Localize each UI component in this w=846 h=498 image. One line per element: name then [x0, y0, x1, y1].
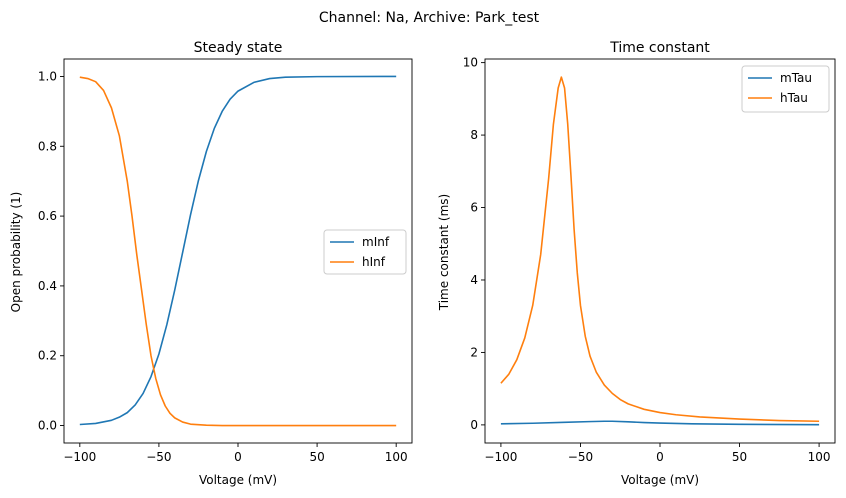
figure-suptitle: Channel: Na, Archive: Park_test	[319, 10, 540, 26]
time-constant-series-mTau	[500, 420, 820, 426]
time-constant-title: Time constant	[609, 40, 710, 56]
time-constant-legend-label-hTau: hTau	[780, 91, 808, 105]
time-constant-series-hTau	[500, 76, 820, 423]
time-constant-ylabel: Time constant (ms)	[437, 194, 451, 311]
steady-state-ytick-label: 0.4	[38, 279, 57, 293]
steady-state-xtick-label: −100	[63, 450, 96, 464]
time-constant-xlabel: Voltage (mV)	[621, 473, 699, 487]
time-constant-ytick-label: 0	[470, 418, 478, 432]
steady-state-plot: Steady state Voltage (mV) Open probabili…	[9, 40, 413, 487]
time-constant-ytick-label: 10	[463, 56, 478, 70]
steady-state-xtick-label: 0	[234, 450, 242, 464]
steady-state-legend-label-mInf: mInf	[362, 235, 390, 249]
steady-state-series-hInf	[79, 76, 397, 427]
steady-state-ytick-label: 0.0	[38, 419, 57, 433]
steady-state-xlabel: Voltage (mV)	[199, 473, 277, 487]
steady-state-ticks: −100 −50 0 50 100 0.0 0.2 0.4 0.6 0.8 1.0	[38, 69, 408, 464]
steady-state-legend-label-hInf: hInf	[362, 255, 386, 269]
steady-state-ylabel: Open probability (1)	[9, 192, 23, 313]
steady-state-title: Steady state	[194, 40, 283, 56]
time-constant-xtick-label: 100	[808, 450, 831, 464]
time-constant-xtick-label: −50	[568, 450, 593, 464]
steady-state-lines	[79, 75, 397, 427]
steady-state-ytick-label: 0.6	[38, 209, 57, 223]
time-constant-ytick-label: 6	[470, 201, 478, 215]
steady-state-xtick-label: −50	[146, 450, 171, 464]
time-constant-legend: mTau hTau	[741, 65, 830, 113]
steady-state-ytick-label: 0.8	[38, 139, 57, 153]
steady-state-xtick-label: 50	[309, 450, 324, 464]
time-constant-frame	[484, 58, 836, 444]
time-constant-xtick-label: 50	[732, 450, 747, 464]
time-constant-ticks: −100 −50 0 50 100 0 2 4 6 8 10	[463, 56, 831, 464]
steady-state-ytick-label: 1.0	[38, 69, 57, 83]
time-constant-ytick-label: 4	[470, 273, 478, 287]
steady-state-frame	[63, 58, 413, 444]
steady-state-xtick-label: 100	[385, 450, 408, 464]
time-constant-ytick-label: 2	[470, 345, 478, 359]
steady-state-ytick-label: 0.2	[38, 349, 57, 363]
time-constant-plot: Time constant Voltage (mV) Time constant…	[437, 40, 836, 487]
steady-state-series-mInf	[79, 75, 397, 426]
time-constant-ytick-label: 8	[470, 128, 478, 142]
time-constant-xtick-label: −100	[484, 450, 517, 464]
time-constant-xtick-label: 0	[656, 450, 664, 464]
steady-state-legend: mInf hInf	[323, 229, 407, 275]
time-constant-lines	[500, 76, 820, 426]
time-constant-legend-label-mTau: mTau	[780, 71, 812, 85]
steady-state-legend-box	[323, 229, 407, 275]
